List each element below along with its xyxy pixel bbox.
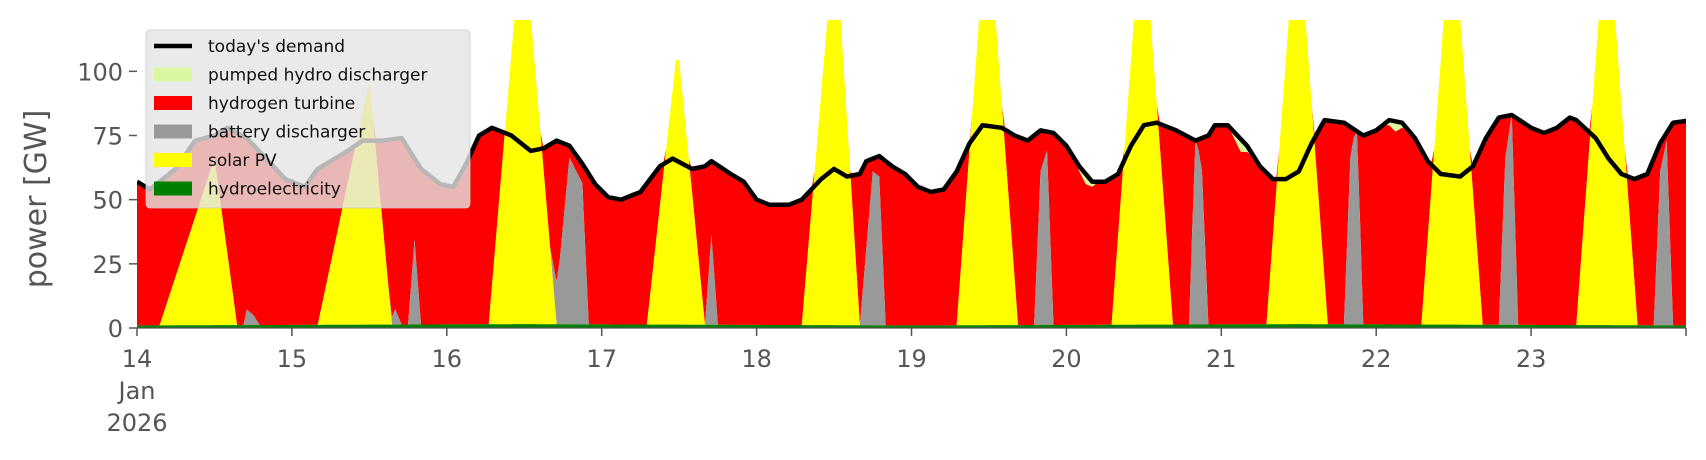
legend-swatch: [154, 181, 192, 196]
legend: today's demand pumped hydro discharger hyd…: [145, 29, 471, 209]
y-axis-ticks: 0 25 50 75 100: [77, 58, 137, 343]
x-tick-label: 21: [1206, 345, 1237, 373]
legend-label: hydroelectricity: [208, 180, 341, 200]
legend-label: solar PV: [208, 151, 277, 171]
plot-area: [137, 20, 1686, 328]
stacked-areas: [137, 20, 1686, 328]
x-tick-label: 17: [586, 345, 617, 373]
y-tick-label: 25: [92, 251, 123, 279]
legend-swatch: [154, 96, 192, 110]
legend-label: hydrogen turbine: [208, 94, 355, 114]
hydroelectricity-area: [137, 324, 1686, 328]
y-tick-label: 50: [92, 187, 123, 215]
x-tick-label: 18: [741, 345, 772, 373]
legend-swatch: [154, 153, 192, 167]
legend-swatch: [154, 67, 192, 82]
legend-label: today's demand: [208, 37, 345, 57]
y-axis-title: power [GW]: [19, 110, 54, 289]
x-month-label: Jan: [117, 377, 156, 405]
x-tick-label: 15: [277, 345, 308, 373]
y-tick-label: 75: [92, 123, 123, 151]
demand-line-group: [137, 112, 1686, 208]
hydrogen-turbine-area: [137, 20, 1686, 326]
demand-line: [137, 112, 1686, 208]
legend-swatch: [154, 124, 192, 139]
x-tick-label: 14: [122, 345, 153, 373]
x-tick-label: 20: [1051, 345, 1082, 373]
x-tick-label: 23: [1516, 345, 1547, 373]
legend-label: pumped hydro discharger: [208, 66, 427, 86]
x-tick-label: 19: [896, 345, 927, 373]
x-tick-label: 16: [432, 345, 463, 373]
solar-pv-area: [137, 20, 1686, 326]
x-tick-label: 22: [1361, 345, 1392, 373]
legend-box: [145, 29, 471, 209]
x-axis-ticks: 14 15 16 17 18 19 20 21 22 23 Jan 2026: [106, 328, 1687, 437]
axes: 0 25 50 75 100 14 15 16 17 18 19 20 21 22 23 Jan 2026 p…: [19, 58, 1687, 437]
y-tick-label: 100: [77, 58, 123, 86]
legend-label: battery discharger: [208, 123, 365, 143]
y-tick-label: 0: [108, 315, 123, 343]
x-year-label: 2026: [106, 409, 167, 437]
